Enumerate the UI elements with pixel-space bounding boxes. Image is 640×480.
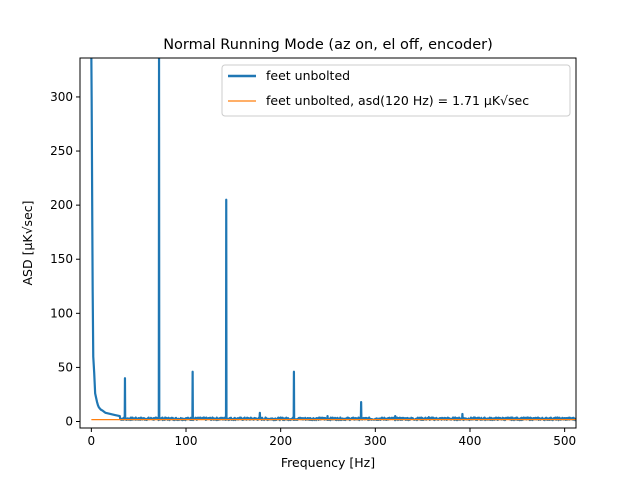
x-tick-label: 400 bbox=[459, 434, 482, 448]
x-axis: 0 100 200 300 400 500 bbox=[88, 428, 576, 448]
y-tick-label: 300 bbox=[50, 90, 73, 104]
x-axis-label: Frequency [Hz] bbox=[281, 455, 375, 470]
x-tick-label: 200 bbox=[269, 434, 292, 448]
y-axis-label: ASD [μK√sec] bbox=[20, 200, 35, 285]
x-tick-label: 100 bbox=[175, 434, 198, 448]
series-line-feet-unbolted bbox=[90, 58, 576, 422]
series-layer bbox=[90, 58, 576, 422]
y-tick-label: 200 bbox=[50, 198, 73, 212]
plot-frame bbox=[79, 57, 577, 429]
plot-area bbox=[90, 58, 576, 422]
y-tick-label: 150 bbox=[50, 252, 73, 266]
x-tick-label: 500 bbox=[553, 434, 576, 448]
y-axis: 0 50 100 150 200 250 300 bbox=[50, 90, 80, 429]
legend: feet unbolted feet unbolted, asd(120 Hz)… bbox=[221, 64, 571, 117]
y-tick-label: 250 bbox=[50, 144, 73, 158]
y-tick-label: 0 bbox=[65, 415, 73, 429]
legend-label-feet-unbolted: feet unbolted bbox=[266, 68, 350, 83]
x-tick-label: 300 bbox=[364, 434, 387, 448]
x-tick-label: 0 bbox=[88, 434, 96, 448]
y-tick-label: 50 bbox=[58, 360, 73, 374]
legend-label-asd-120hz: feet unbolted, asd(120 Hz) = 1.71 μK√sec bbox=[266, 93, 529, 108]
chart-title: Normal Running Mode (az on, el off, enco… bbox=[163, 37, 493, 53]
y-tick-label: 100 bbox=[50, 306, 73, 320]
legend-box bbox=[221, 64, 571, 117]
